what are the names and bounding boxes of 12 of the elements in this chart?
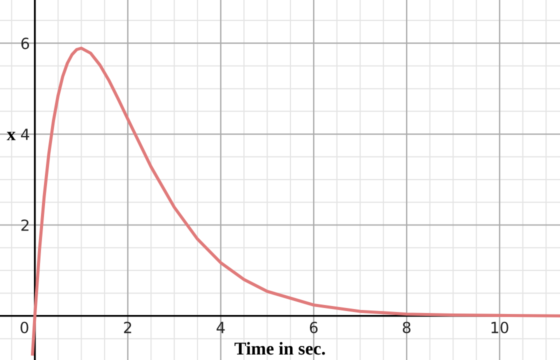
x-tick-label: 0	[20, 322, 28, 334]
line-series	[31, 46, 560, 356]
y-tick-label: 4	[21, 128, 30, 140]
x-tick-label: 10	[492, 322, 508, 334]
y-tick-label: 6	[21, 38, 30, 50]
x-axis-title: Time in sec.	[234, 342, 325, 355]
y-tick-label: 2	[21, 219, 28, 231]
x-tick-label: 6	[310, 322, 318, 334]
x-tick-label: 2	[124, 322, 132, 334]
x-tick-label: 8	[402, 322, 410, 334]
y-axis-title: x	[6, 132, 16, 140]
x-tick-label: 4	[216, 322, 225, 334]
